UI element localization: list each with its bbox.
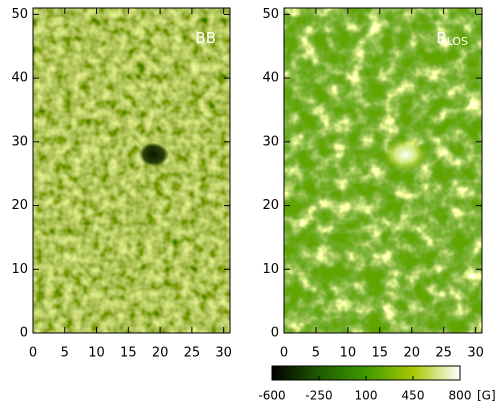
x-tick-label: 0 [280,346,288,361]
y-tick-label: 10 [11,262,28,277]
image-map [33,8,230,333]
colorbar-tick-label: -600 [258,389,285,403]
y-tick-label: 20 [11,198,28,213]
y-tick-label: 0 [271,326,279,341]
y-tick-label: 50 [262,7,279,22]
title-text: BB [195,29,216,47]
y-tick-label: 50 [11,7,28,22]
y-tick-label: 10 [262,262,279,277]
image-map [284,8,482,333]
y-tick-label: 40 [262,71,279,86]
colorbar-unit: [G] [477,389,496,403]
colorbar-tick-label: 800 [449,389,472,403]
x-tick-label: 0 [29,346,37,361]
x-tick-label: 25 [435,346,452,361]
x-tick-label: 10 [340,346,357,361]
colorbar-tick-label: 100 [355,389,378,403]
x-tick-label: 10 [88,346,105,361]
y-tick-label: 40 [11,71,28,86]
figure: BB 0 5 10 15 20 25 30 0 10 20 30 40 50 BLOS 0 5 10 15 20 25 3… [0,0,497,406]
x-tick-label: 20 [152,346,169,361]
y-tick-label: 0 [20,326,28,341]
title-subscript: LOS [447,35,468,48]
x-tick-label: 25 [184,346,201,361]
panel-title: BB [195,29,216,47]
y-tick-label: 30 [11,134,28,149]
x-tick-label: 5 [61,346,69,361]
colorbar-tick-label: -250 [305,389,332,403]
x-tick-label: 30 [467,346,484,361]
x-tick-label: 20 [403,346,420,361]
x-tick-label: 5 [312,346,320,361]
feature [383,139,427,171]
title-text: B [436,29,446,47]
y-tick-label: 30 [262,134,279,149]
x-tick-label: 15 [120,346,137,361]
y-tick-label: 20 [262,198,279,213]
x-tick-label: 30 [215,346,232,361]
feature [139,143,169,167]
x-tick-label: 15 [372,346,389,361]
colorbar-tick-label: 450 [402,389,425,403]
